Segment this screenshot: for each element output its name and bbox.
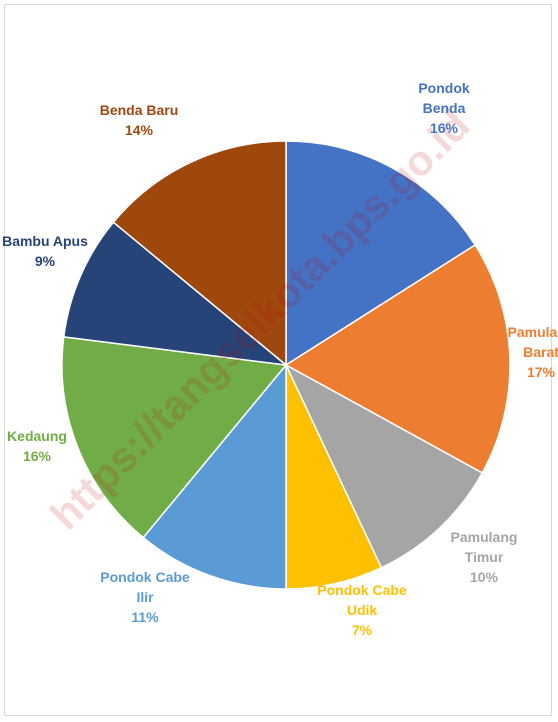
data-label-benda-baru: Benda Baru 14% (100, 102, 179, 138)
data-label-pamulang-barat: PamulangBarat17% (508, 324, 558, 380)
data-label-bambu-apus: Bambu Apus 9% (2, 233, 88, 269)
data-label-pondok-cabe-udik: Pondok Cabe Udik 7% (317, 582, 407, 638)
pie-slices (61, 140, 511, 590)
pie-slice-kedaung (61, 336, 288, 539)
pie-slice-bambu-apus (62, 221, 289, 367)
data-label-pamulang-timur: Pamulang Timur 10% (451, 529, 518, 585)
pie-slice-pondok-cabe-ilir (142, 362, 287, 590)
pie-slice-pamulang-timur (284, 363, 484, 569)
data-label-pondok-benda: Pondok Benda 16% (418, 80, 470, 136)
data-label-kedaung: Kedaung 16% (7, 428, 67, 464)
data-label-pondok-cabe-ilir: Pondok Cabe Ilir 11% (100, 569, 190, 625)
pie-slice-pondok-benda (285, 140, 477, 367)
pie-slice-benda-baru (112, 140, 287, 367)
pie-slice-pamulang-barat (284, 243, 511, 474)
